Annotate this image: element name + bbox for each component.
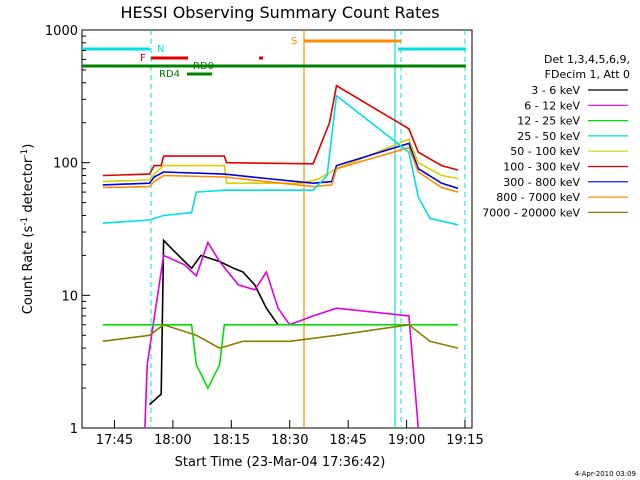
series-line-6	[144, 240, 420, 429]
flag-label-n: N	[157, 44, 164, 55]
tick-layer: 17:45 18:00 18:15 18:30 18:45 19:00 19:15 1 10 10…	[45, 24, 484, 448]
x-tick-label: 17:45	[96, 433, 133, 448]
legend: Det 1,3,4,5,6,9, FDecim 1, Att 0 3 - 6 k…	[482, 53, 630, 219]
series-line-5	[148, 238, 279, 406]
x-tick-label: 18:45	[329, 433, 366, 448]
legend-entry-label: 7000 - 20000 keV	[482, 206, 580, 219]
chart-title: HESSI Observing Summary Count Rates	[120, 3, 439, 22]
y-tick-label: 1	[70, 422, 78, 437]
plot-area	[81, 29, 473, 429]
y-tick-label: 100	[53, 157, 78, 172]
series-line-2	[102, 142, 459, 190]
legend-entry-label: 50 - 100 keV	[510, 145, 580, 158]
series-line-7	[102, 323, 458, 390]
legend-entry-label: 12 - 25 keV	[517, 115, 580, 128]
x-tick-label: 18:15	[213, 433, 250, 448]
flag-label-rd4: RD4	[159, 69, 180, 80]
legend-entry-label: 300 - 800 keV	[503, 176, 580, 189]
footer-timestamp: 4-Apr-2010 03:09	[575, 470, 636, 478]
legend-header-2: FDecim 1, Att 0	[545, 68, 630, 81]
series-line-3	[102, 146, 459, 193]
flag-label-rd0: RD0	[193, 61, 214, 72]
series-layer	[102, 84, 459, 429]
y-tick-label: 10	[61, 289, 78, 304]
series-line-4	[102, 94, 459, 226]
flag-label-f: F	[140, 53, 146, 64]
x-tick-label: 19:15	[446, 433, 483, 448]
legend-entry-label: 6 - 12 keV	[524, 99, 580, 112]
series-line-0	[102, 84, 459, 177]
legend-entry-label: 25 - 50 keV	[517, 130, 580, 143]
series-line-1	[102, 138, 459, 184]
x-tick-label: 18:00	[154, 433, 191, 448]
series-line-8	[102, 323, 459, 349]
legend-entry-label: 3 - 6 keV	[531, 84, 580, 97]
legend-entry-label: 100 - 300 keV	[503, 161, 580, 174]
x-axis-label: Start Time (23-Mar-04 17:36:42)	[175, 455, 386, 470]
y-tick-label: 1000	[45, 24, 78, 39]
x-tick-label: 18:30	[271, 433, 308, 448]
legend-entry-label: 800 - 7000 keV	[496, 191, 580, 204]
legend-header-1: Det 1,3,4,5,6,9,	[544, 53, 630, 66]
x-tick-label: 19:00	[388, 433, 425, 448]
flag-label-s: S	[291, 36, 297, 47]
y-axis-label: Count Rate (s-1 detector-1)	[20, 144, 36, 315]
